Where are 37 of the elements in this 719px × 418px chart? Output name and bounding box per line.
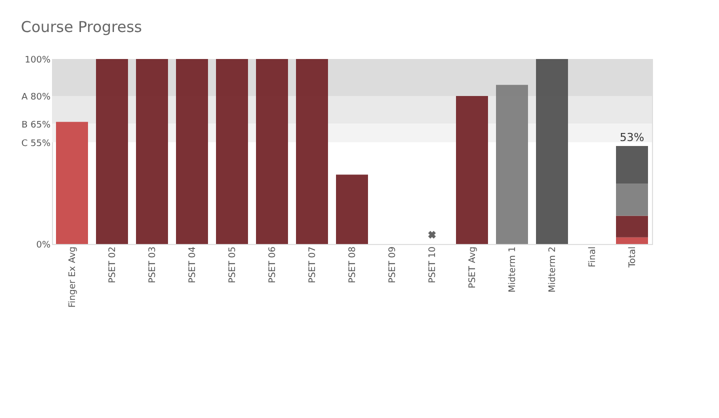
y-tick-label: A 80% (21, 92, 51, 102)
bar (456, 96, 488, 244)
y-tick-label: B 65% (21, 120, 51, 130)
x-tick-label: PSET 10 (428, 246, 438, 284)
bar (616, 216, 648, 238)
bar (136, 59, 168, 244)
x-tick-label: Midterm 1 (508, 246, 518, 292)
bar (96, 59, 128, 244)
x-tick-label: PSET 04 (188, 246, 198, 284)
bar (536, 59, 568, 244)
bar (616, 237, 648, 244)
bar (616, 184, 648, 216)
total-label: 53% (620, 130, 644, 144)
bar (496, 84, 528, 244)
y-tick-label: 100% (24, 56, 51, 66)
x-tick-label: PSET 02 (108, 246, 118, 284)
bar (256, 59, 288, 244)
x-tick-label: Finger Ex Avg (68, 246, 78, 308)
x-tick-label: PSET Avg (468, 246, 478, 288)
bar (336, 174, 368, 244)
x-tick-label: PSET 05 (228, 246, 238, 284)
x-tick-label: PSET 03 (148, 246, 158, 284)
y-tick-label: C 55% (21, 138, 51, 149)
x-tick-label: Total (628, 246, 638, 269)
bar (216, 59, 248, 244)
chart-title: Course Progress (20, 18, 142, 36)
bar (176, 59, 208, 244)
y-tick-label: 0% (36, 240, 51, 250)
bar (296, 59, 328, 244)
x-tick-label: PSET 06 (268, 246, 278, 284)
bar (616, 146, 648, 184)
x-tick-label: Midterm 2 (548, 246, 558, 292)
bar (56, 122, 88, 244)
x-tick-label: Final (588, 246, 598, 268)
x-tick-label: PSET 07 (308, 246, 318, 284)
x-tick-label: PSET 09 (388, 246, 398, 284)
x-tick-label: PSET 08 (348, 246, 358, 284)
